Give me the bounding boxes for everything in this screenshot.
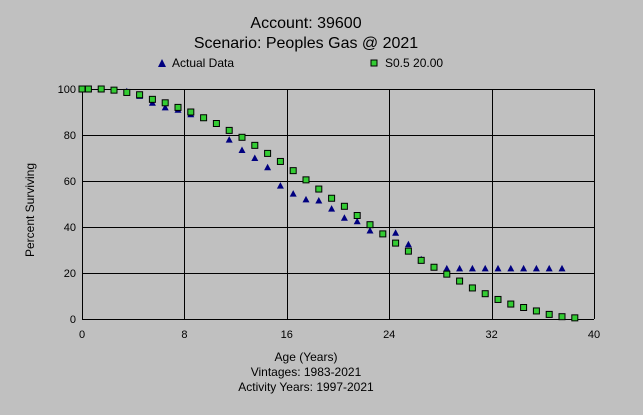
y-tick-label-20: 20 [64,268,76,280]
point-s0-5-20-00-14 [251,141,259,149]
x-tick-label-40: 40 [588,329,600,341]
point-s0-5-20-00-17 [289,167,297,175]
point-actual-data-22 [353,217,361,225]
point-s0-5-20-00-3 [110,86,118,94]
point-s0-5-20-00-16 [276,157,284,165]
point-s0-5-20-00-6 [148,95,156,103]
point-s0-5-20-00-27 [417,256,425,264]
grid [82,89,595,320]
y-tick-label-60: 60 [64,176,76,188]
point-s0-5-20-00-21 [340,202,348,210]
point-s0-5-20-00-9 [187,108,195,116]
point-actual-data-26 [404,240,412,248]
point-s0-5-20-00-25 [392,239,400,247]
point-actual-data-14 [251,154,259,161]
point-s0-5-20-00-32 [481,290,489,298]
point-s0-5-20-00-4 [123,88,131,96]
point-s0-5-20-00-13 [238,133,246,141]
x-tick-label-0: 0 [79,329,85,341]
point-actual-data-30 [456,264,464,272]
point-s0-5-20-00-26 [404,247,412,255]
y-tick-label-80: 80 [64,130,76,142]
point-actual-data-38 [558,264,566,272]
legend: Actual Data S0.5 20.00 [158,56,443,70]
point-actual-data-37 [545,264,553,272]
plot-area [82,89,594,319]
point-s0-5-20-00-20 [328,194,336,202]
point-s0-5-20-00-11 [212,120,220,127]
vintages-label: Vintages: 1983-2021 [251,365,362,379]
point-s0-5-20-00-5 [136,91,144,99]
point-s0-5-20-00-19 [315,185,323,193]
point-s0-5-20-00-29 [443,270,451,278]
point-actual-data-13 [238,146,246,153]
point-s0-5-20-00-37 [545,310,553,318]
point-actual-data-23 [366,226,374,234]
point-s0-5-20-00-33 [494,295,502,303]
data-points [78,85,579,322]
x-tick-label-8: 8 [181,329,187,341]
x-tick-label-16: 16 [281,329,293,341]
point-actual-data-31 [468,264,476,272]
point-actual-data-18 [302,195,310,203]
point-s0-5-20-00-8 [174,103,182,111]
y-tick-label-100: 100 [58,84,76,96]
point-s0-5-20-00-36 [532,307,540,315]
x-axis-label: Age (Years) [275,350,338,364]
point-actual-data-16 [276,182,284,189]
legend-marker-actual-data [158,59,166,67]
point-actual-data-29 [443,264,451,272]
point-s0-5-20-00-23 [366,221,374,229]
point-s0-5-20-00-22 [353,212,361,219]
legend-label-actual-data: Actual Data [172,56,234,70]
point-actual-data-32 [481,264,489,272]
x-tick-label-32: 32 [485,329,497,341]
ticks: 0 8 16 24 32 40 0 20 40 60 80 100 [58,84,600,341]
point-s0-5-20-00-0 [78,85,86,93]
point-actual-data-33 [494,264,502,272]
legend-label-s0-5-20-00: S0.5 20.00 [385,56,443,70]
point-actual-data-35 [520,264,528,272]
y-tick-label-0: 0 [70,314,76,326]
legend-marker-s0-5-20-00 [370,59,378,67]
point-s0-5-20-00-10 [200,114,208,122]
point-actual-data-20 [328,205,336,212]
point-s0-5-20-00-15 [264,149,272,157]
point-s0-5-20-00-2 [97,85,105,93]
point-s0-5-20-00-1 [84,85,92,93]
point-s0-5-20-00-28 [430,263,438,271]
x-tick-label-24: 24 [383,329,395,341]
chart-title: Account: 39600 [250,15,361,32]
point-actual-data-25 [392,229,400,236]
y-tick-label-40: 40 [64,222,76,234]
activity-years-label: Activity Years: 1997-2021 [238,380,374,394]
y-axis-label: Percent Surviving [23,163,37,257]
point-actual-data-15 [264,163,272,171]
point-actual-data-7 [161,103,169,111]
point-actual-data-36 [532,264,540,272]
point-s0-5-20-00-12 [225,126,233,134]
point-s0-5-20-00-34 [507,300,515,308]
point-actual-data-17 [289,190,297,197]
point-actual-data-12 [225,136,233,143]
chart-subtitle: Scenario: Peoples Gas @ 2021 [194,35,418,52]
point-s0-5-20-00-18 [302,176,310,184]
point-s0-5-20-00-31 [468,284,476,292]
point-s0-5-20-00-7 [161,99,169,107]
point-s0-5-20-00-30 [456,277,464,285]
point-s0-5-20-00-38 [558,313,566,321]
point-s0-5-20-00-35 [520,304,528,311]
point-s0-5-20-00-39 [571,314,579,322]
point-actual-data-19 [315,197,323,204]
point-actual-data-21 [340,214,348,221]
point-actual-data-34 [507,264,515,272]
point-s0-5-20-00-24 [379,230,387,238]
